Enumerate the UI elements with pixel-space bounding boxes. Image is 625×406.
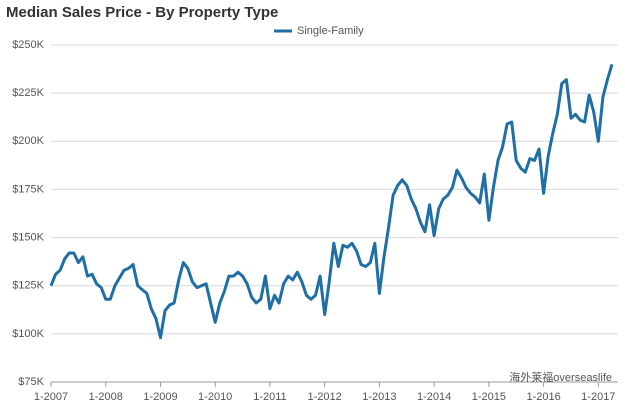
x-tick-label: 1-2009 [143,391,177,403]
x-tick-label: 1-2015 [472,391,506,403]
y-tick-label: $150K [12,231,44,243]
x-tick-label: 1-2007 [34,391,68,403]
x-tick-label: 1-2008 [89,391,123,403]
series-line [49,63,614,340]
x-tick-label: 1-2010 [198,391,232,403]
y-tick-label: $75K [18,376,44,388]
y-tick-label: $125K [12,280,44,292]
x-tick-label: 1-2016 [526,391,560,403]
x-tick-label: 1-2013 [362,391,396,403]
chart-title: Median Sales Price - By Property Type [6,4,278,21]
x-tick-label: 1-2017 [581,391,615,403]
x-tick-label: 1-2011 [253,391,286,403]
watermark: 海外莱福overseaslife [509,370,612,384]
y-tick-label: $175K [12,183,44,195]
y-tick-label: $200K [12,135,44,147]
y-tick-label: $225K [12,87,44,99]
x-tick-label: 1-2012 [308,391,342,403]
x-tick-label: 1-2014 [417,391,451,403]
legend-label: Single-Family [297,25,364,37]
y-tick-label: $100K [12,328,44,340]
y-tick-label: $250K [12,39,44,51]
